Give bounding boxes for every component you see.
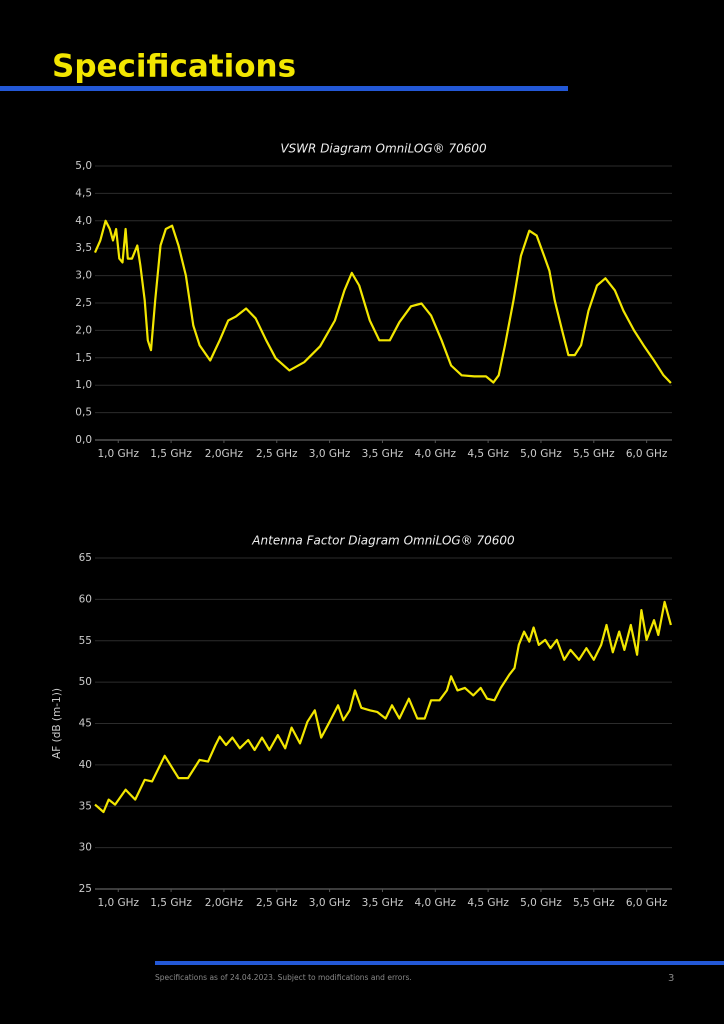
y-tick-label: 35 <box>79 800 92 812</box>
data-line <box>93 219 672 384</box>
x-tick-label: 5,0 GHz <box>520 448 562 460</box>
y-tick-label: 40 <box>79 759 92 771</box>
x-tick-label: 4,5 GHz <box>467 897 509 909</box>
footer-rule <box>155 961 724 965</box>
x-tick-label: 4,5 GHz <box>467 448 509 460</box>
x-tick-label: 4,0 GHz <box>414 897 456 909</box>
chart-title: VSWR Diagram OmniLOG® 70600 <box>280 142 487 156</box>
y-tick-label: 0,0 <box>75 434 92 446</box>
x-tick-label: 2,0GHz <box>205 897 244 909</box>
y-tick-label: 4,0 <box>75 215 92 227</box>
x-tick-label: 3,5 GHz <box>362 448 404 460</box>
y-tick-label: 0,5 <box>75 407 92 419</box>
x-tick-label: 6,0 GHz <box>626 897 668 909</box>
x-tick-label: 1,0 GHz <box>97 448 139 460</box>
x-tick-label: 2,5 GHz <box>256 448 298 460</box>
y-tick-label: 30 <box>79 842 92 854</box>
y-tick-label: 65 <box>79 552 92 564</box>
y-tick-label: 5,0 <box>75 160 92 172</box>
footer-note: Specifications as of 24.04.2023. Subject… <box>155 973 412 982</box>
y-tick-label: 2,5 <box>75 297 92 309</box>
page-number: 3 <box>668 973 674 984</box>
x-tick-label: 2,5 GHz <box>256 897 298 909</box>
y-tick-label: 45 <box>79 718 92 730</box>
y-tick-label: 3,0 <box>75 270 92 282</box>
y-tick-label: 1,5 <box>75 352 92 364</box>
y-tick-label: 1,0 <box>75 379 92 391</box>
y-tick-label: 50 <box>79 676 92 688</box>
x-tick-label: 5,5 GHz <box>573 897 615 909</box>
x-tick-label: 3,5 GHz <box>362 897 404 909</box>
x-tick-label: 6,0 GHz <box>626 448 668 460</box>
y-tick-label: 60 <box>79 593 92 605</box>
chart-title: Antenna Factor Diagram OmniLOG® 70600 <box>251 534 515 548</box>
x-tick-label: 1,5 GHz <box>150 897 192 909</box>
x-tick-label: 3,0 GHz <box>309 897 351 909</box>
x-tick-label: 1,5 GHz <box>150 448 192 460</box>
title-rule <box>0 86 568 91</box>
page-title: Specifications <box>52 49 296 85</box>
x-tick-label: 4,0 GHz <box>414 448 456 460</box>
y-tick-label: 3,5 <box>75 242 92 254</box>
x-tick-label: 3,0 GHz <box>309 448 351 460</box>
data-line <box>94 600 672 814</box>
y-tick-label: 2,0 <box>75 324 92 336</box>
x-tick-label: 1,0 GHz <box>97 897 139 909</box>
y-tick-label: 4,5 <box>75 187 92 199</box>
x-tick-label: 2,0GHz <box>205 448 244 460</box>
y-axis-label: AF (dB (m-1)) <box>51 688 63 759</box>
y-tick-label: 25 <box>79 883 92 895</box>
x-tick-label: 5,5 GHz <box>573 448 615 460</box>
x-tick-label: 5,0 GHz <box>520 897 562 909</box>
y-tick-label: 55 <box>79 635 92 647</box>
